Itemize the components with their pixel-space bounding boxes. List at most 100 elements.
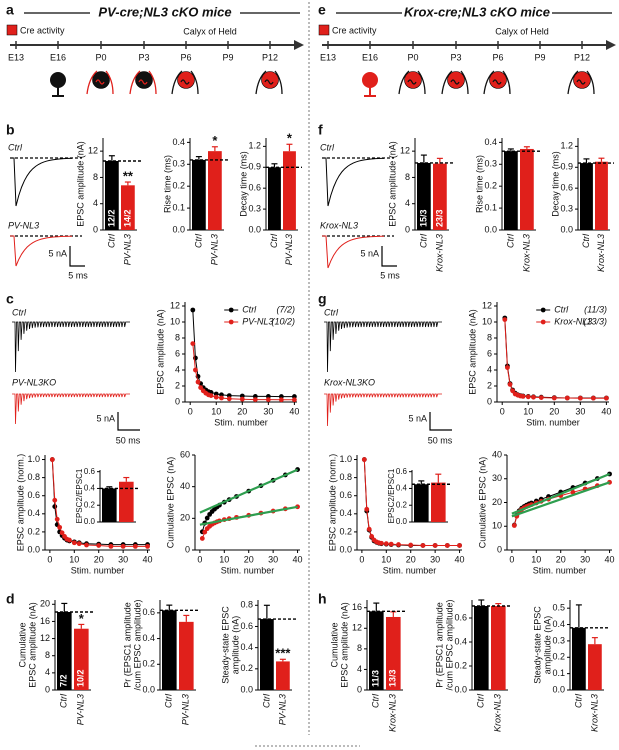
y-tick-label: 20 (180, 513, 190, 523)
y-tick-label: 0 (497, 544, 502, 554)
y-tick-label: 0.2 (142, 659, 155, 669)
y-tick-label: 0.0 (484, 224, 497, 234)
y-tick-label: 0.4 (84, 484, 96, 493)
y-tick-label: 0.9 (560, 162, 573, 172)
category-label: Ctrl (573, 693, 583, 708)
data-point (108, 543, 114, 549)
data-point (603, 395, 609, 401)
bar (474, 606, 489, 690)
cre-legend-label: Cre activity (20, 25, 65, 35)
y-tick-label: 0.6 (248, 183, 261, 193)
bar (119, 481, 134, 522)
category-label: Krox-NL3 (589, 694, 599, 732)
y-tick-label: 0 (487, 396, 492, 406)
y-tick-label: 4 (487, 364, 492, 374)
y-axis-label: Rise time (ms) (162, 155, 172, 213)
cell-body (261, 71, 279, 89)
y-tick-label: 20 (492, 497, 502, 507)
y-axis-label: EPSC amplitude (norm.) (327, 454, 337, 552)
panel-letter: h (318, 591, 327, 607)
category-label: Ctrl (476, 693, 486, 708)
y-axis-label: amplitude (nA) (230, 616, 240, 675)
trace-single (322, 157, 385, 207)
trace-train (12, 393, 130, 425)
calyx-terminal (483, 70, 511, 95)
data-point (71, 540, 77, 546)
fit-line (511, 472, 611, 515)
data-point (52, 497, 58, 503)
bar (283, 151, 296, 230)
y-tick-label: 40 (180, 481, 190, 491)
bar (504, 151, 518, 230)
trace-label: PV-NL3KO (12, 377, 56, 387)
cell-body (50, 72, 66, 88)
stage-label: E16 (50, 52, 66, 62)
y-axis-label: EPSC amplitude (norm.) (15, 454, 25, 552)
y-tick-label: 0.6 (454, 612, 467, 622)
x-tick-label: 30 (430, 554, 440, 564)
scale-time: 50 ms (428, 435, 453, 445)
y-tick-label: 0.6 (396, 467, 408, 476)
y-tick-label: 1.0 (339, 454, 352, 464)
stage-label: P12 (574, 52, 590, 62)
y-tick-label: 12 (170, 300, 180, 310)
cell-body (489, 71, 507, 89)
n-label: 23/3 (434, 209, 444, 227)
stage-label: P0 (95, 52, 106, 62)
data-point (208, 393, 214, 398)
y-tick-label: 0.2 (84, 500, 96, 509)
y-tick-label: 0.6 (142, 607, 155, 617)
category-label: PV-NL3 (209, 234, 219, 265)
y-tick-label: 0.1 (552, 668, 565, 678)
y-tick-label: 0.2 (240, 663, 253, 673)
trace-label: Krox-NL3KO (324, 377, 375, 387)
y-tick-label: 0.3 (560, 203, 573, 213)
y-tick-label: 2 (175, 380, 180, 390)
cell-body (362, 72, 378, 88)
bar (57, 612, 72, 690)
y-tick-label: 0.0 (560, 224, 573, 234)
y-tick-label: 0.6 (27, 490, 40, 500)
series-line (504, 319, 607, 399)
y-tick-label: 0.2 (484, 181, 497, 191)
fit-line (199, 505, 298, 526)
y-axis-label: Steady-state EPSC (220, 606, 230, 684)
calyx-terminal (441, 70, 469, 95)
x-tick-label: 20 (94, 554, 104, 564)
data-point (379, 540, 384, 546)
bar (121, 185, 135, 230)
y-tick-label: 0.6 (84, 467, 96, 476)
x-tick-label: 30 (580, 554, 590, 564)
scale-bar (117, 412, 140, 431)
category-label: Ctrl (261, 693, 271, 708)
data-point (457, 543, 462, 548)
y-axis-label: Decay time (ms) (238, 151, 248, 217)
y-tick-label: 0.0 (172, 224, 185, 234)
y-tick-label: 0.0 (248, 224, 261, 234)
y-tick-label: 16 (40, 616, 50, 626)
data-point (531, 394, 536, 400)
trace-label: Krox-NL3 (320, 220, 358, 230)
y-axis-label: Cumulative EPSC (nA) (165, 457, 175, 549)
x-tick-label: 10 (219, 554, 229, 564)
y-tick-label: 12 (40, 633, 50, 643)
y-tick-label: 0.4 (396, 484, 408, 493)
data-point (366, 526, 372, 532)
x-tick-label: 40 (601, 406, 611, 416)
y-tick-label: 0.2 (396, 500, 408, 509)
category-label: Ctrl (106, 233, 116, 248)
n-label: 12/2 (106, 209, 116, 227)
stage-label: E13 (8, 52, 24, 62)
bar (162, 610, 177, 690)
category-label: Krox-NL3 (521, 234, 531, 272)
data-point (84, 542, 89, 548)
timeline-title: PV-cre;NL3 cKO mice (98, 4, 231, 19)
x-axis-label: Stim. number (71, 565, 125, 575)
legend-marker (540, 307, 546, 313)
data-point (564, 395, 570, 401)
y-tick-label: 0.0 (552, 684, 565, 694)
y-tick-label: 0.6 (339, 490, 352, 500)
y-tick-label: 12 (88, 146, 98, 156)
scale-amp: 5 nA (408, 413, 427, 423)
